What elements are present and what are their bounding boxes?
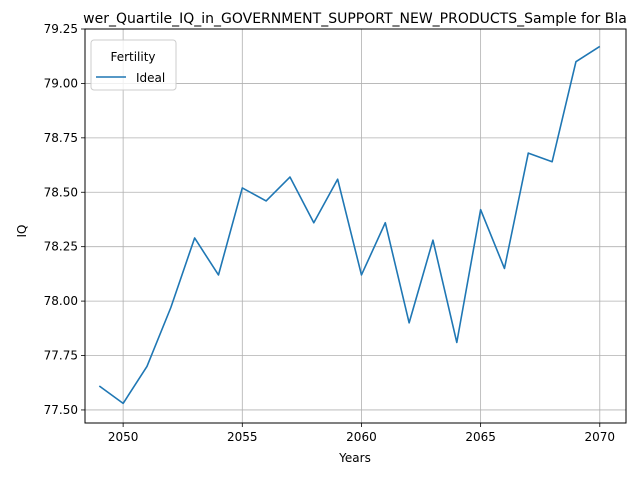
y-axis-label: IQ	[15, 225, 29, 238]
x-tick-label: 2055	[227, 430, 258, 444]
series-layer	[98, 45, 601, 405]
y-tick-label: 77.75	[44, 349, 78, 363]
y-tick-label: 77.50	[44, 403, 78, 417]
x-tick-label: 2050	[108, 430, 139, 444]
grid	[85, 28, 626, 423]
y-tick-label: 78.25	[44, 240, 78, 254]
plot-frame	[84, 28, 627, 424]
y-tick-label: 79.00	[44, 76, 78, 90]
y-tick-label: 78.75	[44, 131, 78, 145]
x-tick-label: 2060	[346, 430, 377, 444]
ticks: 2050 2055 2060 2065 2070 77.50 77.75 78.00 78.25…	[44, 22, 615, 444]
x-tick-label: 2065	[465, 430, 496, 444]
legend: Fertility Ideal	[90, 39, 177, 91]
legend-label-ideal: Ideal	[136, 71, 165, 85]
y-tick-label: 78.50	[44, 185, 78, 199]
x-tick-label: 2070	[585, 430, 616, 444]
y-tick-label: 79.25	[44, 22, 78, 36]
y-tick-label: 78.00	[44, 294, 78, 308]
chart-title: wer_Quartile_IQ_in_GOVERNMENT_SUPPORT_NE…	[83, 11, 627, 27]
legend-title: Fertility	[110, 50, 155, 64]
x-axis-label: Years	[338, 451, 371, 465]
series-line-ideal	[98, 45, 601, 405]
